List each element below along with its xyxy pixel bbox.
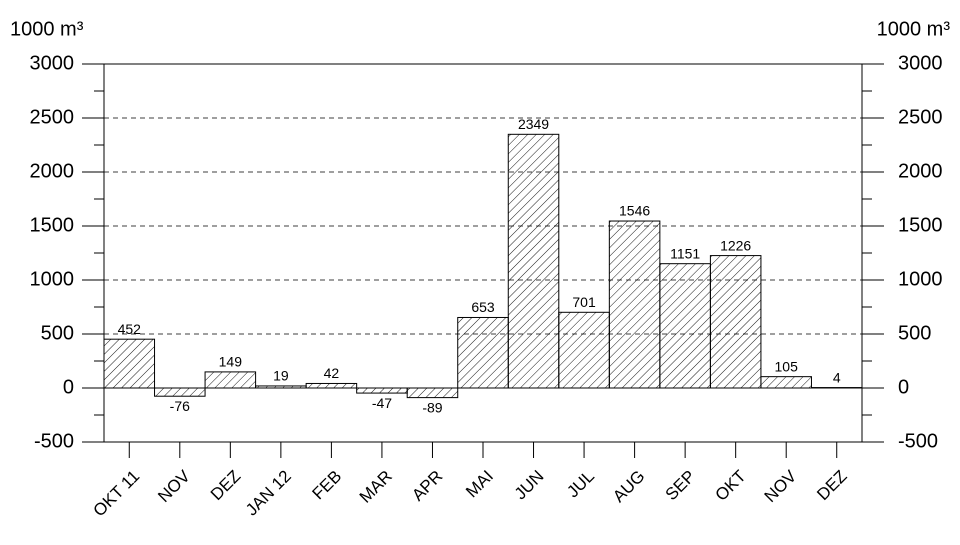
y-tick-label: 1500 [30, 214, 75, 236]
value-label: 105 [775, 358, 799, 374]
y-tick-label: 3000 [30, 52, 75, 74]
x-tick-label: NOV [761, 466, 801, 506]
value-label: 2349 [518, 116, 549, 132]
value-label: 19 [273, 368, 289, 384]
y-tick-label: -500 [34, 430, 74, 452]
x-tick-label: SEP [662, 467, 699, 504]
bar [407, 388, 458, 398]
value-label: 149 [219, 354, 243, 370]
bar [205, 372, 256, 388]
y-axis-label: 1000 m³ [10, 18, 84, 40]
x-tick-label: MAI [462, 467, 497, 502]
x-tick-label: FEB [309, 467, 346, 504]
y2-tick-label: 1000 [898, 268, 943, 290]
x-tick-label: AUG [609, 467, 648, 506]
y2-tick-label: 0 [898, 376, 909, 398]
bar [660, 264, 711, 388]
x-tick-label: OKT 11 [90, 467, 144, 521]
value-label: 701 [572, 294, 596, 310]
x-tick-label: JUN [511, 467, 548, 504]
x-tick-label: DEZ [207, 467, 244, 504]
x-tick-label: OKT [712, 467, 750, 505]
y-tick-label: 2000 [30, 160, 75, 182]
value-label: 1546 [619, 203, 650, 219]
bar [458, 317, 509, 388]
value-label: 42 [324, 365, 340, 381]
y2-tick-label: 1500 [898, 214, 943, 236]
bar [761, 377, 812, 388]
y2-tick-label: 3000 [898, 52, 943, 74]
bar [609, 221, 660, 388]
x-tick-label: MAR [356, 467, 396, 507]
value-label: -76 [170, 398, 190, 414]
bar [508, 134, 559, 388]
bar [104, 339, 155, 388]
value-label: 1151 [670, 245, 700, 261]
y2-axis-label: 1000 m³ [877, 18, 951, 40]
x-tick-label: JUL [563, 467, 598, 502]
bar [559, 312, 610, 388]
y-tick-label: 500 [41, 322, 74, 344]
value-label: 653 [471, 299, 495, 315]
y2-tick-label: 500 [898, 322, 931, 344]
x-tick-label: JAN 12 [242, 467, 295, 520]
x-tick-label: DEZ [813, 467, 850, 504]
bar [306, 383, 357, 388]
y2-tick-label: -500 [898, 430, 938, 452]
value-label: -47 [372, 395, 392, 411]
value-label: -89 [422, 399, 442, 415]
value-label: 1226 [720, 237, 751, 253]
value-label: 452 [118, 321, 142, 337]
value-label: 4 [833, 369, 841, 385]
bar [710, 256, 761, 388]
y-tick-label: 0 [63, 376, 74, 398]
y-tick-label: 1000 [30, 268, 75, 290]
y2-tick-label: 2500 [898, 106, 943, 128]
y2-tick-label: 2000 [898, 160, 943, 182]
x-tick-label: APR [408, 467, 446, 505]
bar [357, 388, 408, 393]
bar [155, 388, 206, 396]
x-tick-label: NOV [154, 466, 194, 506]
y-tick-label: 2500 [30, 106, 75, 128]
